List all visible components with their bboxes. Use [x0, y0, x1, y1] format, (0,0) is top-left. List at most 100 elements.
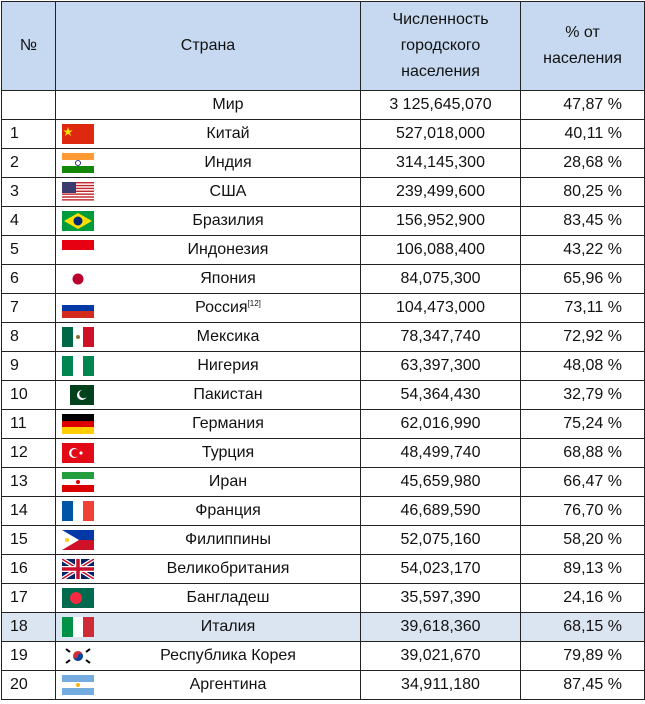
flag-icon: [62, 298, 94, 318]
country-name: Филиппины: [185, 531, 271, 548]
flag-part: [62, 414, 94, 421]
flag-part: [62, 327, 73, 347]
flag-part: [62, 356, 73, 376]
country-cell: Пакистан: [55, 380, 361, 410]
percent-cell: 68,88 %: [520, 438, 645, 468]
percent-cell: 73,11 %: [520, 293, 645, 323]
table-row: 2 Индия 314,145,300 28,68 %: [1, 148, 645, 178]
population-cell: 314,145,300: [360, 148, 521, 178]
flag-part: [62, 311, 94, 318]
country-cell: Иран: [55, 467, 361, 497]
country-cell: Бразилия: [55, 206, 361, 236]
rank-cell: 1: [1, 119, 56, 149]
rank-cell: 7: [1, 293, 56, 323]
flag-icon: [62, 182, 94, 202]
header-cell: Страна: [55, 1, 361, 91]
flag-part: [62, 124, 94, 144]
flag-part: [75, 160, 81, 166]
population-cell: 527,018,000: [360, 119, 521, 149]
flag-part: [65, 648, 91, 664]
rank-cell: 4: [1, 206, 56, 236]
rank-cell: 17: [1, 583, 56, 613]
flag-part: [62, 166, 94, 173]
population-cell: 62,016,990: [360, 409, 521, 439]
rank-cell: 18: [1, 612, 56, 642]
population-cell: 106,088,400: [360, 235, 521, 265]
country-cell: Индонезия: [55, 235, 361, 265]
percent-cell: 32,79 %: [520, 380, 645, 410]
flag-part: [62, 688, 94, 695]
table-row: 14 Франция 46,689,590 76,70 %: [1, 496, 645, 526]
percent-cell: 89,13 %: [520, 554, 645, 584]
country-name: Франция: [195, 502, 261, 519]
flag-icon: [62, 501, 94, 521]
table-row: 16 Великобритания 54,023,170 89,13 %: [1, 554, 645, 584]
population-cell: 54,023,170: [360, 554, 521, 584]
flag-icon: [62, 472, 94, 492]
flag-part: [83, 617, 94, 637]
percent-cell: 43,22 %: [520, 235, 645, 265]
flag-part: [79, 451, 83, 455]
population-cell: 104,473,000: [360, 293, 521, 323]
flag-icon: [62, 124, 94, 144]
flag-icon: [62, 153, 94, 173]
country-cell: Республика Корея: [55, 641, 361, 671]
flag-part: [62, 160, 94, 166]
flag-icon: [62, 240, 94, 260]
flag-part: [62, 305, 94, 311]
country-cell: США: [55, 177, 361, 207]
flag-icon: [62, 675, 94, 695]
flag-part: [76, 480, 80, 484]
flag-part: [62, 385, 70, 405]
country-name: Великобритания: [166, 560, 290, 577]
flag-icon: [62, 646, 94, 666]
flag-icon: [62, 385, 94, 405]
footnote-ref: [12]: [247, 299, 261, 308]
country-name: Индия: [204, 154, 252, 171]
rank-cell: 10: [1, 380, 56, 410]
percent-cell: 80,25 %: [520, 177, 645, 207]
rank-cell: 2: [1, 148, 56, 178]
country-cell: Китай: [55, 119, 361, 149]
flag-part: [73, 653, 83, 661]
country-name: Бангладеш: [186, 589, 270, 606]
rank-cell: 8: [1, 322, 56, 352]
percent-cell: 83,45 %: [520, 206, 645, 236]
table-row: 17 Бангладеш 35,597,390 24,16 %: [1, 583, 645, 613]
flag-part: [73, 216, 83, 226]
flag-part: [62, 190, 94, 192]
table-row: 10 Пакистан 54,364,430 32,79 %: [1, 380, 645, 410]
flag-icon: [62, 588, 94, 608]
flag-part: [62, 530, 94, 540]
flag-part: [73, 617, 83, 637]
country-name: Китай: [206, 125, 250, 142]
flag-part: [72, 273, 84, 285]
flag-part: [62, 199, 94, 201]
flag-icon: [62, 269, 94, 289]
table-row: 20 Аргентина 34,911,180 87,45 %: [1, 670, 645, 700]
flag-part: [70, 592, 82, 604]
rank-cell: 11: [1, 409, 56, 439]
population-cell: 48,499,740: [360, 438, 521, 468]
table-row: 15 Филиппины 52,075,160 58,20 %: [1, 525, 645, 555]
flag-part: [83, 356, 94, 376]
population-cell: 84,075,300: [360, 264, 521, 294]
country-name: Республика Корея: [160, 647, 296, 664]
table-row: 7 Россия[12] 104,473,000 73,11 %: [1, 293, 645, 323]
flag-part: [62, 182, 76, 193]
percent-cell: 47,87 %: [520, 90, 645, 120]
percent-cell: 79,89 %: [520, 641, 645, 671]
flag-part: [73, 356, 83, 376]
flag-icon: [62, 414, 94, 434]
table-row: 4 Бразилия 156,952,900 83,45 %: [1, 206, 645, 236]
table-row: 9 Нигерия 63,397,300 48,08 %: [1, 351, 645, 381]
flag-icon: [62, 443, 94, 463]
flag-part: [71, 449, 80, 457]
flag-part: [62, 540, 94, 550]
percent-cell: 87,45 %: [520, 670, 645, 700]
flag-icon: [62, 617, 94, 637]
flag-part: [62, 472, 94, 479]
population-cell: 39,021,670: [360, 641, 521, 671]
population-cell: 52,075,160: [360, 525, 521, 555]
